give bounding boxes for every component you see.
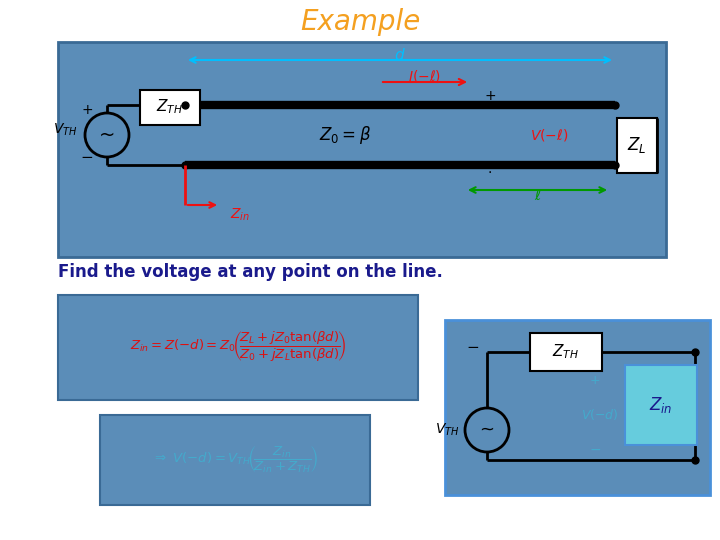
Text: $I(-\ell)$: $I(-\ell)$ xyxy=(408,68,441,84)
Text: +: + xyxy=(81,103,93,117)
Text: $Z_0 = \beta$: $Z_0 = \beta$ xyxy=(319,124,371,146)
Text: +: + xyxy=(484,89,496,103)
Text: −: − xyxy=(467,340,480,354)
FancyBboxPatch shape xyxy=(445,320,710,495)
Text: $d$: $d$ xyxy=(394,47,406,63)
FancyBboxPatch shape xyxy=(530,333,602,371)
Text: $V(-d)$: $V(-d)$ xyxy=(581,408,618,422)
FancyBboxPatch shape xyxy=(100,415,370,505)
Text: −: − xyxy=(81,151,94,165)
Text: $Z_L$: $Z_L$ xyxy=(627,135,647,155)
Text: $Z_{in}$: $Z_{in}$ xyxy=(230,207,250,223)
FancyBboxPatch shape xyxy=(58,42,666,257)
Text: $V_{TH}$: $V_{TH}$ xyxy=(436,422,460,438)
FancyBboxPatch shape xyxy=(140,90,200,125)
Text: $\ell$: $\ell$ xyxy=(534,187,541,202)
Text: $\Rightarrow\ V(-d) = V_{TH}\!\left(\!\dfrac{Z_{in}}{Z_{in}+Z_{TH}}\!\right)$: $\Rightarrow\ V(-d) = V_{TH}\!\left(\!\d… xyxy=(152,445,318,475)
Text: $V(-\ell)$: $V(-\ell)$ xyxy=(530,127,569,143)
Text: ~: ~ xyxy=(99,125,115,145)
Text: −: − xyxy=(589,443,600,457)
FancyBboxPatch shape xyxy=(625,365,697,445)
FancyBboxPatch shape xyxy=(617,118,657,173)
Text: $Z_{in}$: $Z_{in}$ xyxy=(649,395,672,415)
Text: ·: · xyxy=(488,166,492,180)
Text: $V_{TH}$: $V_{TH}$ xyxy=(53,122,78,138)
FancyBboxPatch shape xyxy=(58,295,418,400)
Text: $Z_{in} = Z(-d) = Z_0\!\left(\!\dfrac{Z_L + jZ_0\tan(\beta d)}{Z_0 + jZ_L\tan(\b: $Z_{in} = Z(-d) = Z_0\!\left(\!\dfrac{Z_… xyxy=(130,330,346,364)
Text: $Z_{TH}$: $Z_{TH}$ xyxy=(156,98,184,116)
Text: +: + xyxy=(590,374,600,387)
Text: Find the voltage at any point on the line.: Find the voltage at any point on the lin… xyxy=(58,263,442,281)
Text: $Z_{TH}$: $Z_{TH}$ xyxy=(552,343,580,361)
Text: Example: Example xyxy=(300,8,420,36)
Text: ~: ~ xyxy=(480,421,495,439)
